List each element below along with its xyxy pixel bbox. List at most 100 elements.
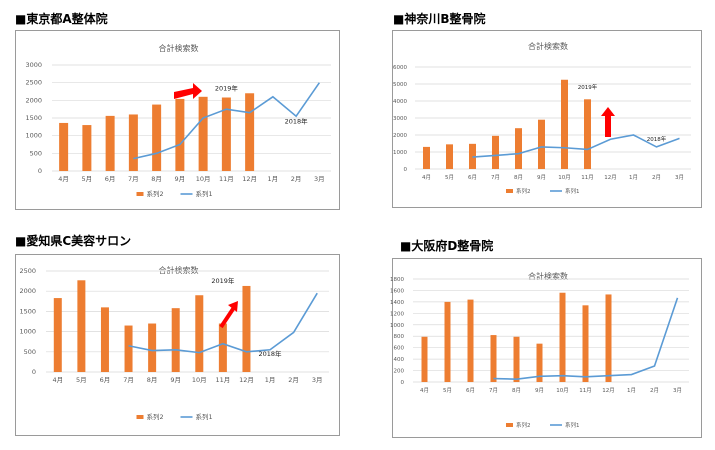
x-tick-label: 2月 <box>291 175 302 183</box>
bar <box>561 79 568 169</box>
x-tick-label: 12月 <box>602 387 615 394</box>
x-tick-label: 9月 <box>175 175 186 183</box>
x-tick-label: 5月 <box>443 387 452 394</box>
bar <box>490 335 497 382</box>
x-tick-label: 2月 <box>650 387 659 394</box>
annotation-label: 2018年 <box>647 135 667 143</box>
x-tick-label: 4月 <box>52 376 63 384</box>
x-tick-label: 3月 <box>314 175 325 183</box>
bar <box>175 98 185 171</box>
x-tick-label: 7月 <box>491 174 500 181</box>
bar <box>198 96 208 171</box>
x-tick-label: 4月 <box>422 174 431 181</box>
y-tick-label: 1400 <box>390 300 404 306</box>
chart-frame: 合計検索数 0 1000 2000 3000 4000 5000 6000 4月 5月 6月 7月 8月… <box>392 30 702 208</box>
series-line <box>472 134 680 158</box>
legend-swatch-bar <box>506 423 513 427</box>
legend-label: 系列1 <box>196 412 213 421</box>
bar <box>218 323 227 372</box>
y-tick-label: 1000 <box>19 328 36 336</box>
x-tick-label: 8月 <box>151 175 162 183</box>
x-tick-label: 1月 <box>629 174 638 181</box>
chart-title: 合計検索数 <box>528 41 568 51</box>
bar <box>221 97 231 171</box>
x-tick-label: 3月 <box>675 174 684 181</box>
annotation-label: 2019年 <box>578 83 598 91</box>
bar <box>584 99 591 169</box>
red-arrow-icon <box>174 83 202 99</box>
panel-heading: ■東京都A整体院 <box>15 12 108 26</box>
x-tick-label: 5月 <box>76 376 87 384</box>
red-arrow-icon <box>219 301 238 329</box>
y-tick-label: 500 <box>24 348 36 356</box>
bar <box>77 280 86 372</box>
bar <box>82 125 92 171</box>
x-tick-label: 1月 <box>268 175 279 183</box>
x-tick-label: 11月 <box>215 376 230 384</box>
legend-label: 系列2 <box>516 187 531 195</box>
bar <box>124 325 133 372</box>
chart-kanagawa-b: 合計検索数 0 1000 2000 3000 4000 5000 6000 4月 5月 6月 7月 8月… <box>393 41 691 195</box>
x-tick-label: 4月 <box>420 387 429 394</box>
y-tick-label: 1000 <box>393 150 407 156</box>
y-tick-label: 1000 <box>25 132 42 140</box>
x-tick-label: 11月 <box>219 175 234 183</box>
y-tick-label: 1000 <box>390 323 404 329</box>
bar <box>128 114 138 171</box>
bar <box>148 323 157 372</box>
chart-aichi-c: 合計検索数 0 500 1000 1500 2000 2500 4月 5月 6月 7月 8月 9月 10月… <box>19 265 329 421</box>
x-tick-label: 7月 <box>128 175 139 183</box>
bar <box>421 336 428 382</box>
chart-title: 合計検索数 <box>159 43 199 53</box>
bar <box>245 93 255 171</box>
bar <box>446 144 453 169</box>
x-tick-label: 7月 <box>489 387 498 394</box>
annotation-label: 2019年 <box>215 83 239 92</box>
y-tick-label: 1500 <box>25 114 42 122</box>
x-tick-label: 4月 <box>58 175 69 183</box>
bar <box>605 294 612 382</box>
chart-title: 合計検索数 <box>159 265 199 275</box>
y-tick-label: 4000 <box>393 99 407 105</box>
x-tick-label: 11月 <box>581 174 594 181</box>
x-tick-label: 1月 <box>627 387 636 394</box>
panel-heading: ■大阪府D整骨院 <box>400 239 494 253</box>
bar <box>515 128 522 169</box>
y-tick-label: 3000 <box>25 61 42 69</box>
red-arrow-icon <box>601 107 615 137</box>
y-tick-label: 0 <box>38 167 42 175</box>
x-tick-label: 5月 <box>445 174 454 181</box>
legend: 系列2 系列1 <box>506 187 580 195</box>
x-tick-label: 3月 <box>312 376 323 384</box>
x-tick-label: 9月 <box>537 174 546 181</box>
annotation-label: 2018年 <box>285 116 309 125</box>
y-tick-label: 800 <box>394 334 405 340</box>
bar <box>100 307 109 372</box>
bar <box>559 292 566 382</box>
x-tick-label: 1月 <box>265 376 276 384</box>
y-tick-label: 2000 <box>19 287 36 295</box>
y-tick-label: 500 <box>30 149 42 157</box>
x-tick-label: 12月 <box>604 174 617 181</box>
x-tick-label: 12月 <box>242 175 257 183</box>
chart-frame: 合計検索数 0 200 400 600 800 1000 1200 1400 1600 1800 4月… <box>390 258 702 438</box>
bar <box>582 305 589 382</box>
y-tick-label: 1200 <box>390 311 404 317</box>
bar <box>538 119 545 169</box>
legend-swatch-bar <box>136 415 144 419</box>
x-tick-label: 6月 <box>105 175 116 183</box>
x-tick-label: 5月 <box>82 175 93 183</box>
x-tick-label: 10月 <box>558 174 571 181</box>
legend: 系列2 系列1 <box>136 412 213 421</box>
chart-osaka-d: 合計検索数 0 200 400 600 800 1000 1200 1400 1600 1800 4月… <box>390 271 689 429</box>
y-tick-label: 2500 <box>25 79 42 87</box>
x-tick-label: 11月 <box>579 387 592 394</box>
bar <box>195 295 204 372</box>
legend-label: 系列2 <box>147 412 164 421</box>
bar <box>59 122 69 171</box>
bar <box>152 104 162 171</box>
legend-swatch-bar <box>136 192 144 196</box>
annotation-label: 2019年 <box>211 276 235 285</box>
x-tick-label: 6月 <box>466 387 475 394</box>
bar <box>242 285 251 372</box>
